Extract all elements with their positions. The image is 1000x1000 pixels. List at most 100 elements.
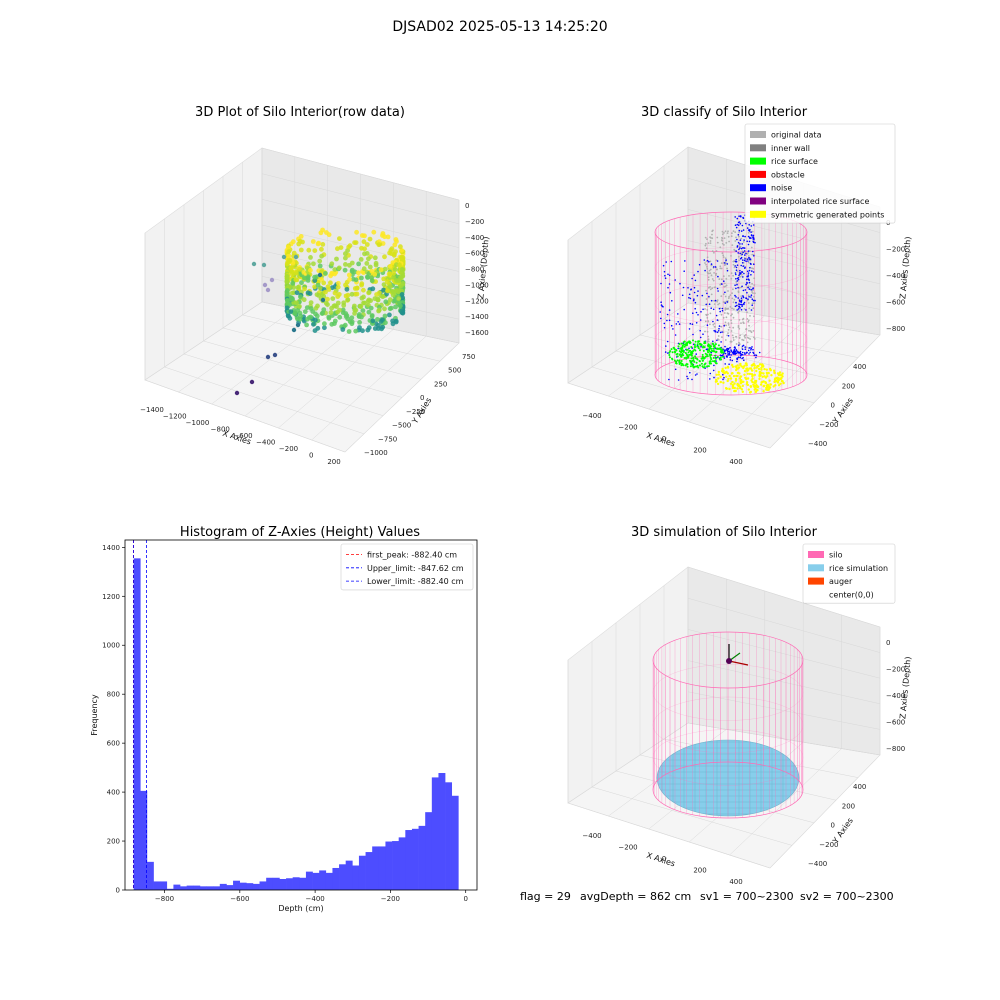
x-tick-label: 200 xyxy=(693,867,706,875)
legend: original data inner wall rice surface obsta… xyxy=(744,123,896,224)
histogram-bar xyxy=(299,877,307,890)
y-tick-label: 200 xyxy=(842,802,855,810)
x-tick-label: 200 xyxy=(693,447,706,455)
legend-label: auger xyxy=(829,577,853,586)
y-tick-label: −1000 xyxy=(364,449,388,457)
histogram-bar xyxy=(146,861,154,890)
panel-raw-3d: 3D Plot of Silo Interior(row data) −1400… xyxy=(140,105,491,466)
y-tick-label: −200 xyxy=(819,421,838,429)
z-tick-label: −800 xyxy=(886,745,905,753)
legend-label: inner wall xyxy=(771,144,810,153)
histogram-bar xyxy=(411,828,419,890)
y-tick-label: −750 xyxy=(378,435,397,443)
panel-simulation-3d: 3D simulation of Silo Interior −400 −200 0… xyxy=(567,525,913,886)
histogram-bar xyxy=(352,865,360,890)
legend-label: rice simulation xyxy=(829,564,888,573)
z-tick-label: −400 xyxy=(886,272,905,280)
histogram-bar xyxy=(186,885,194,890)
z-tick-label: −1600 xyxy=(465,329,489,337)
histogram-bar xyxy=(239,882,247,890)
legend-swatch xyxy=(808,551,824,558)
legend-entry: first_peak: -882.40 cm xyxy=(346,551,457,560)
x-tick-label: 0 xyxy=(309,452,313,460)
histogram-bar xyxy=(431,777,439,890)
z-tick-label: −1400 xyxy=(465,313,489,321)
legend-swatch xyxy=(750,170,766,178)
histogram-bar xyxy=(160,881,168,890)
histogram-bar xyxy=(206,886,214,890)
legend-label: center(0,0) xyxy=(829,590,874,599)
histogram-bar xyxy=(133,558,141,890)
y-tick-label: 200 xyxy=(842,382,855,390)
legend-swatch xyxy=(750,184,766,192)
x-tick-label: −400 xyxy=(306,895,325,903)
y-tick-label: 0 xyxy=(831,402,835,410)
legend-label: silo xyxy=(829,551,843,560)
histogram-bar xyxy=(286,878,293,890)
z-tick-label: 0 xyxy=(886,639,890,647)
legend-swatch xyxy=(808,577,824,585)
y-tick-label: 600 xyxy=(107,740,120,748)
legend-entry: rice simulation xyxy=(808,564,888,573)
x-tick-label: −200 xyxy=(381,895,400,903)
legend-entry: Upper_limit: -847.62 cm xyxy=(346,564,464,573)
histogram-bar xyxy=(166,888,174,890)
histogram-bar xyxy=(312,872,320,890)
x-tick-label: 0 xyxy=(662,855,666,863)
x-tick-label: 400 xyxy=(729,458,742,466)
histogram-bar xyxy=(339,864,346,890)
x-tick-label: −200 xyxy=(618,844,637,852)
legend-entry: symmetric generated points xyxy=(750,210,884,219)
x-tick-label: −1200 xyxy=(163,413,187,421)
z-tick-label: −600 xyxy=(886,299,905,307)
histogram-bar xyxy=(372,846,380,890)
legend-label: noise xyxy=(771,184,792,193)
legend-entry: interpolated rice surface xyxy=(750,197,869,206)
panel-title: Histogram of Z-Axies (Height) Values xyxy=(180,525,420,540)
x-tick-label: −800 xyxy=(155,895,174,903)
histogram-bar xyxy=(259,881,267,890)
y-tick-label: 400 xyxy=(853,783,866,791)
y-tick-label: 500 xyxy=(448,367,461,375)
x-tick-label: −800 xyxy=(211,426,230,434)
histogram-bar xyxy=(180,886,187,890)
histogram-bar xyxy=(226,885,234,890)
legend: silo rice simulation auger center(0,0) xyxy=(802,543,896,604)
histogram-bar xyxy=(272,877,280,890)
x-tick-label: 0 xyxy=(463,895,467,903)
x-tick-label: −200 xyxy=(618,424,637,432)
x-tick-label: −600 xyxy=(233,432,252,440)
legend-swatch xyxy=(750,210,766,218)
legend-label: first_peak: -882.40 cm xyxy=(367,551,457,560)
y-tick-label: 800 xyxy=(107,691,120,699)
sv1-text: sv1 = 700~2300 xyxy=(700,890,794,903)
histogram-bar xyxy=(219,883,227,890)
figure-title: DJSAD02 2025-05-13 14:25:20 xyxy=(392,19,607,35)
z-tick-label: −800 xyxy=(465,266,484,274)
x-tick-label: −400 xyxy=(582,832,601,840)
histogram-bar xyxy=(193,885,201,890)
x-tick-label: 400 xyxy=(729,878,742,886)
z-tick-label: −400 xyxy=(465,234,484,242)
histogram-bar xyxy=(173,884,181,890)
y-tick-label: 750 xyxy=(462,353,475,361)
legend-swatch xyxy=(750,197,766,205)
y-tick-label: −500 xyxy=(392,422,411,430)
histogram-bar xyxy=(266,877,274,890)
x-tick-label: 200 xyxy=(327,458,340,466)
panel-classify-3d: 3D classify of Silo Interior −400 −200 0 20… xyxy=(567,105,913,466)
panel-title: 3D simulation of Silo Interior xyxy=(631,525,818,540)
y-tick-label: 200 xyxy=(107,838,120,846)
legend-entry: auger xyxy=(808,577,853,586)
histogram-bar xyxy=(405,830,413,890)
flag-text: flag = 29 xyxy=(520,890,571,903)
legend-entry: center(0,0) xyxy=(829,590,874,599)
avg-depth-text: avgDepth = 862 cm xyxy=(580,890,691,903)
legend-swatch xyxy=(750,144,766,152)
legend-label: rice surface xyxy=(771,157,818,166)
y-tick-label: −400 xyxy=(808,860,827,868)
histogram-bar xyxy=(233,880,240,890)
legend-label: Upper_limit: -847.62 cm xyxy=(367,564,464,573)
histogram-bar xyxy=(365,852,373,890)
z-tick-label: −1000 xyxy=(465,281,489,289)
